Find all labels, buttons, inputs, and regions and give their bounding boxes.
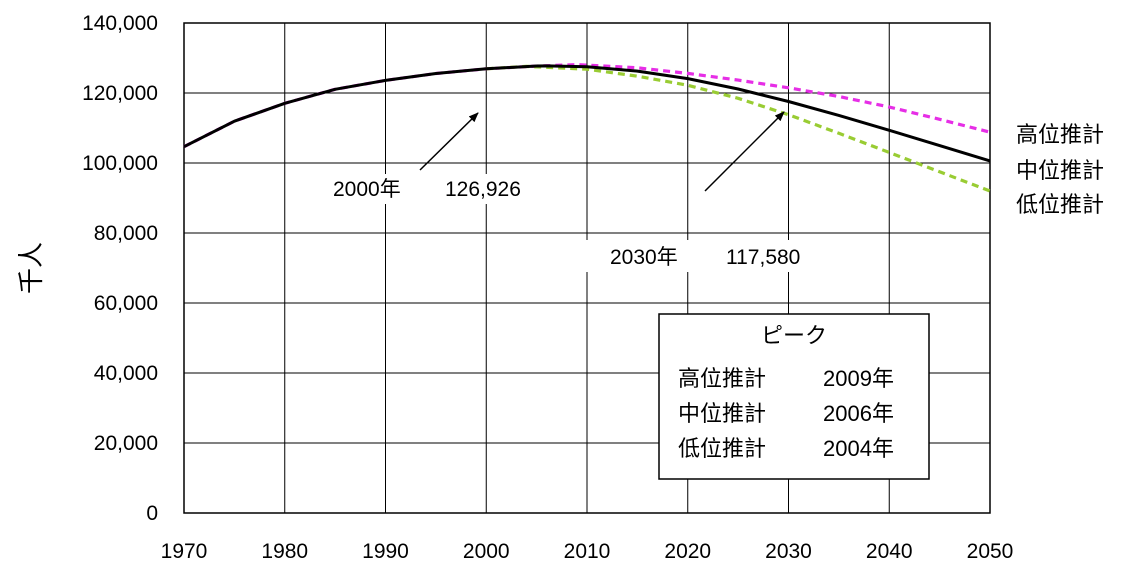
y-tick-label: 100,000 <box>82 152 158 175</box>
y-axis-label: 千人 <box>16 242 46 294</box>
x-tick-label: 1970 <box>161 540 208 563</box>
annotation-2000: 2000年 126,926 <box>330 112 542 204</box>
peak-box: ピーク 高位推計 2009年 中位推計 2006年 低位推計 2004年 <box>658 313 930 480</box>
peak-row-medium-label: 中位推計 <box>678 401 766 426</box>
y-tick-label: 0 <box>146 502 158 525</box>
x-tick-label: 2000 <box>463 540 510 563</box>
series-line-low <box>486 64 991 193</box>
y-tick-label: 80,000 <box>94 222 158 245</box>
x-axis-ticks: 1970 1980 1990 2000 2010 2020 2030 2040 2050 <box>161 540 1014 563</box>
peak-row-low-year: 2004年 <box>823 436 894 461</box>
annotation-2000-arrow <box>419 112 479 171</box>
series-label-low: 低位推計 <box>1016 192 1104 217</box>
peak-row-low-label: 低位推計 <box>678 436 766 461</box>
y-axis-ticks: 0 20,000 40,000 60,000 80,000 100,000 120,000 1… <box>82 12 158 525</box>
series-line-medium <box>183 64 991 163</box>
annotation-2030-arrow <box>704 111 785 192</box>
x-tick-label: 2020 <box>664 540 711 563</box>
x-tick-label: 2010 <box>564 540 611 563</box>
series-label-medium: 中位推計 <box>1016 158 1104 183</box>
annotation-2030-value: 117,580 <box>726 246 800 269</box>
annotation-2030-year: 2030年 <box>610 246 678 269</box>
x-tick-label: 2040 <box>866 540 913 563</box>
series-label-high: 高位推計 <box>1016 122 1104 147</box>
peak-row-high-label: 高位推計 <box>678 366 766 391</box>
y-tick-label: 120,000 <box>82 82 158 105</box>
annotation-2030: 2030年 117,580 <box>578 111 840 272</box>
peak-box-title: ピーク <box>761 323 827 348</box>
peak-row-high-year: 2009年 <box>823 366 894 391</box>
peak-row-medium-year: 2006年 <box>823 401 894 426</box>
y-tick-label: 140,000 <box>82 12 158 35</box>
y-tick-label: 60,000 <box>94 292 158 315</box>
x-tick-label: 2050 <box>967 540 1014 563</box>
x-tick-label: 1980 <box>261 540 308 563</box>
x-tick-label: 2030 <box>765 540 812 563</box>
annotation-2000-year: 2000年 <box>333 178 401 201</box>
series-layer <box>183 62 991 193</box>
x-tick-label: 1990 <box>362 540 409 563</box>
plot-frame <box>183 22 991 514</box>
y-tick-label: 40,000 <box>94 362 158 385</box>
y-tick-label: 20,000 <box>94 432 158 455</box>
annotation-2000-value: 126,926 <box>445 178 521 201</box>
